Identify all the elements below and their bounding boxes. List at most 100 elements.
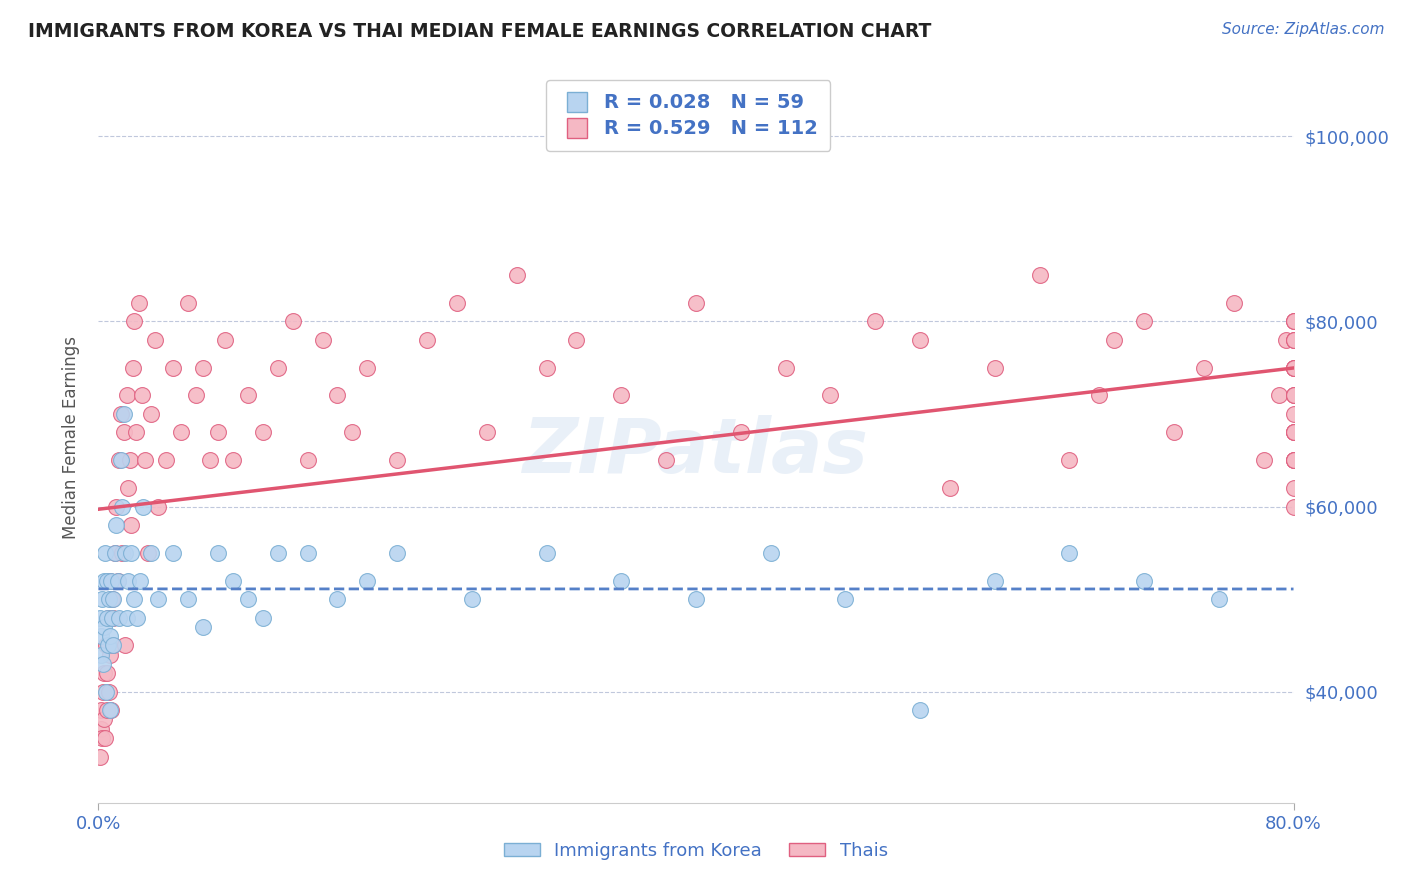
Legend: Immigrants from Korea, Thais: Immigrants from Korea, Thais (496, 835, 896, 867)
Point (100, 703, 122, 717)
Point (98, 648, 122, 662)
Point (1282, 453, 1305, 467)
Point (1282, 425, 1305, 440)
Point (416, 333, 439, 347)
Point (111, 546, 134, 560)
Point (385, 453, 409, 467)
Point (1133, 314, 1156, 328)
Point (162, 360, 184, 375)
Point (100, 574, 122, 588)
Point (342, 425, 364, 440)
Point (1282, 360, 1305, 375)
Point (139, 407, 162, 421)
Point (236, 388, 259, 402)
Point (103, 610, 125, 624)
Point (685, 592, 707, 607)
Point (610, 388, 633, 402)
Point (536, 546, 558, 560)
Point (939, 481, 962, 495)
Point (107, 574, 129, 588)
Point (1028, 268, 1050, 282)
Point (297, 546, 319, 560)
Point (177, 592, 200, 607)
Point (820, 388, 842, 402)
Point (104, 546, 127, 560)
Point (110, 453, 132, 467)
Point (326, 592, 349, 607)
Point (97, 684, 120, 698)
Point (536, 360, 558, 375)
Point (475, 425, 498, 440)
Point (93, 666, 115, 681)
Point (759, 546, 782, 560)
Point (610, 574, 633, 588)
Y-axis label: Median Female Earnings: Median Female Earnings (62, 335, 80, 539)
Point (222, 453, 245, 467)
Point (191, 620, 214, 634)
Point (129, 574, 152, 588)
Point (94, 546, 117, 560)
Point (96, 610, 118, 624)
Point (984, 360, 1007, 375)
Point (311, 333, 333, 347)
Point (91, 657, 114, 671)
Point (685, 295, 707, 310)
Point (1088, 388, 1111, 402)
Point (834, 592, 856, 607)
Point (1282, 481, 1305, 495)
Point (252, 425, 274, 440)
Point (148, 592, 170, 607)
Point (112, 425, 135, 440)
Point (90, 648, 112, 662)
Point (1267, 388, 1289, 402)
Point (236, 592, 259, 607)
Point (105, 518, 128, 533)
Point (128, 295, 150, 310)
Point (127, 610, 149, 624)
Point (1282, 314, 1305, 328)
Point (865, 314, 887, 328)
Point (94, 684, 117, 698)
Point (93, 713, 115, 727)
Point (101, 639, 124, 653)
Point (1282, 360, 1305, 375)
Point (97, 639, 120, 653)
Point (104, 546, 127, 560)
Point (222, 574, 245, 588)
Point (297, 453, 319, 467)
Point (1133, 574, 1156, 588)
Text: Source: ZipAtlas.com: Source: ZipAtlas.com (1222, 22, 1385, 37)
Point (1282, 388, 1305, 402)
Point (385, 546, 409, 560)
Point (115, 388, 138, 402)
Point (124, 314, 146, 328)
Point (565, 333, 588, 347)
Point (90, 703, 112, 717)
Point (101, 610, 124, 624)
Point (94, 731, 117, 745)
Point (191, 360, 214, 375)
Point (326, 388, 349, 402)
Point (1059, 546, 1081, 560)
Point (1282, 500, 1305, 514)
Point (124, 592, 146, 607)
Point (200, 453, 222, 467)
Point (115, 610, 138, 624)
Point (1282, 453, 1305, 467)
Point (169, 425, 191, 440)
Point (136, 546, 159, 560)
Point (162, 546, 184, 560)
Point (177, 295, 200, 310)
Point (1282, 407, 1305, 421)
Point (1275, 333, 1298, 347)
Point (108, 453, 131, 467)
Point (1282, 333, 1305, 347)
Point (121, 360, 143, 375)
Point (120, 518, 142, 533)
Point (94, 639, 117, 653)
Point (207, 546, 229, 560)
Point (89, 610, 111, 624)
Point (117, 481, 139, 495)
Point (281, 314, 304, 328)
Point (207, 425, 229, 440)
